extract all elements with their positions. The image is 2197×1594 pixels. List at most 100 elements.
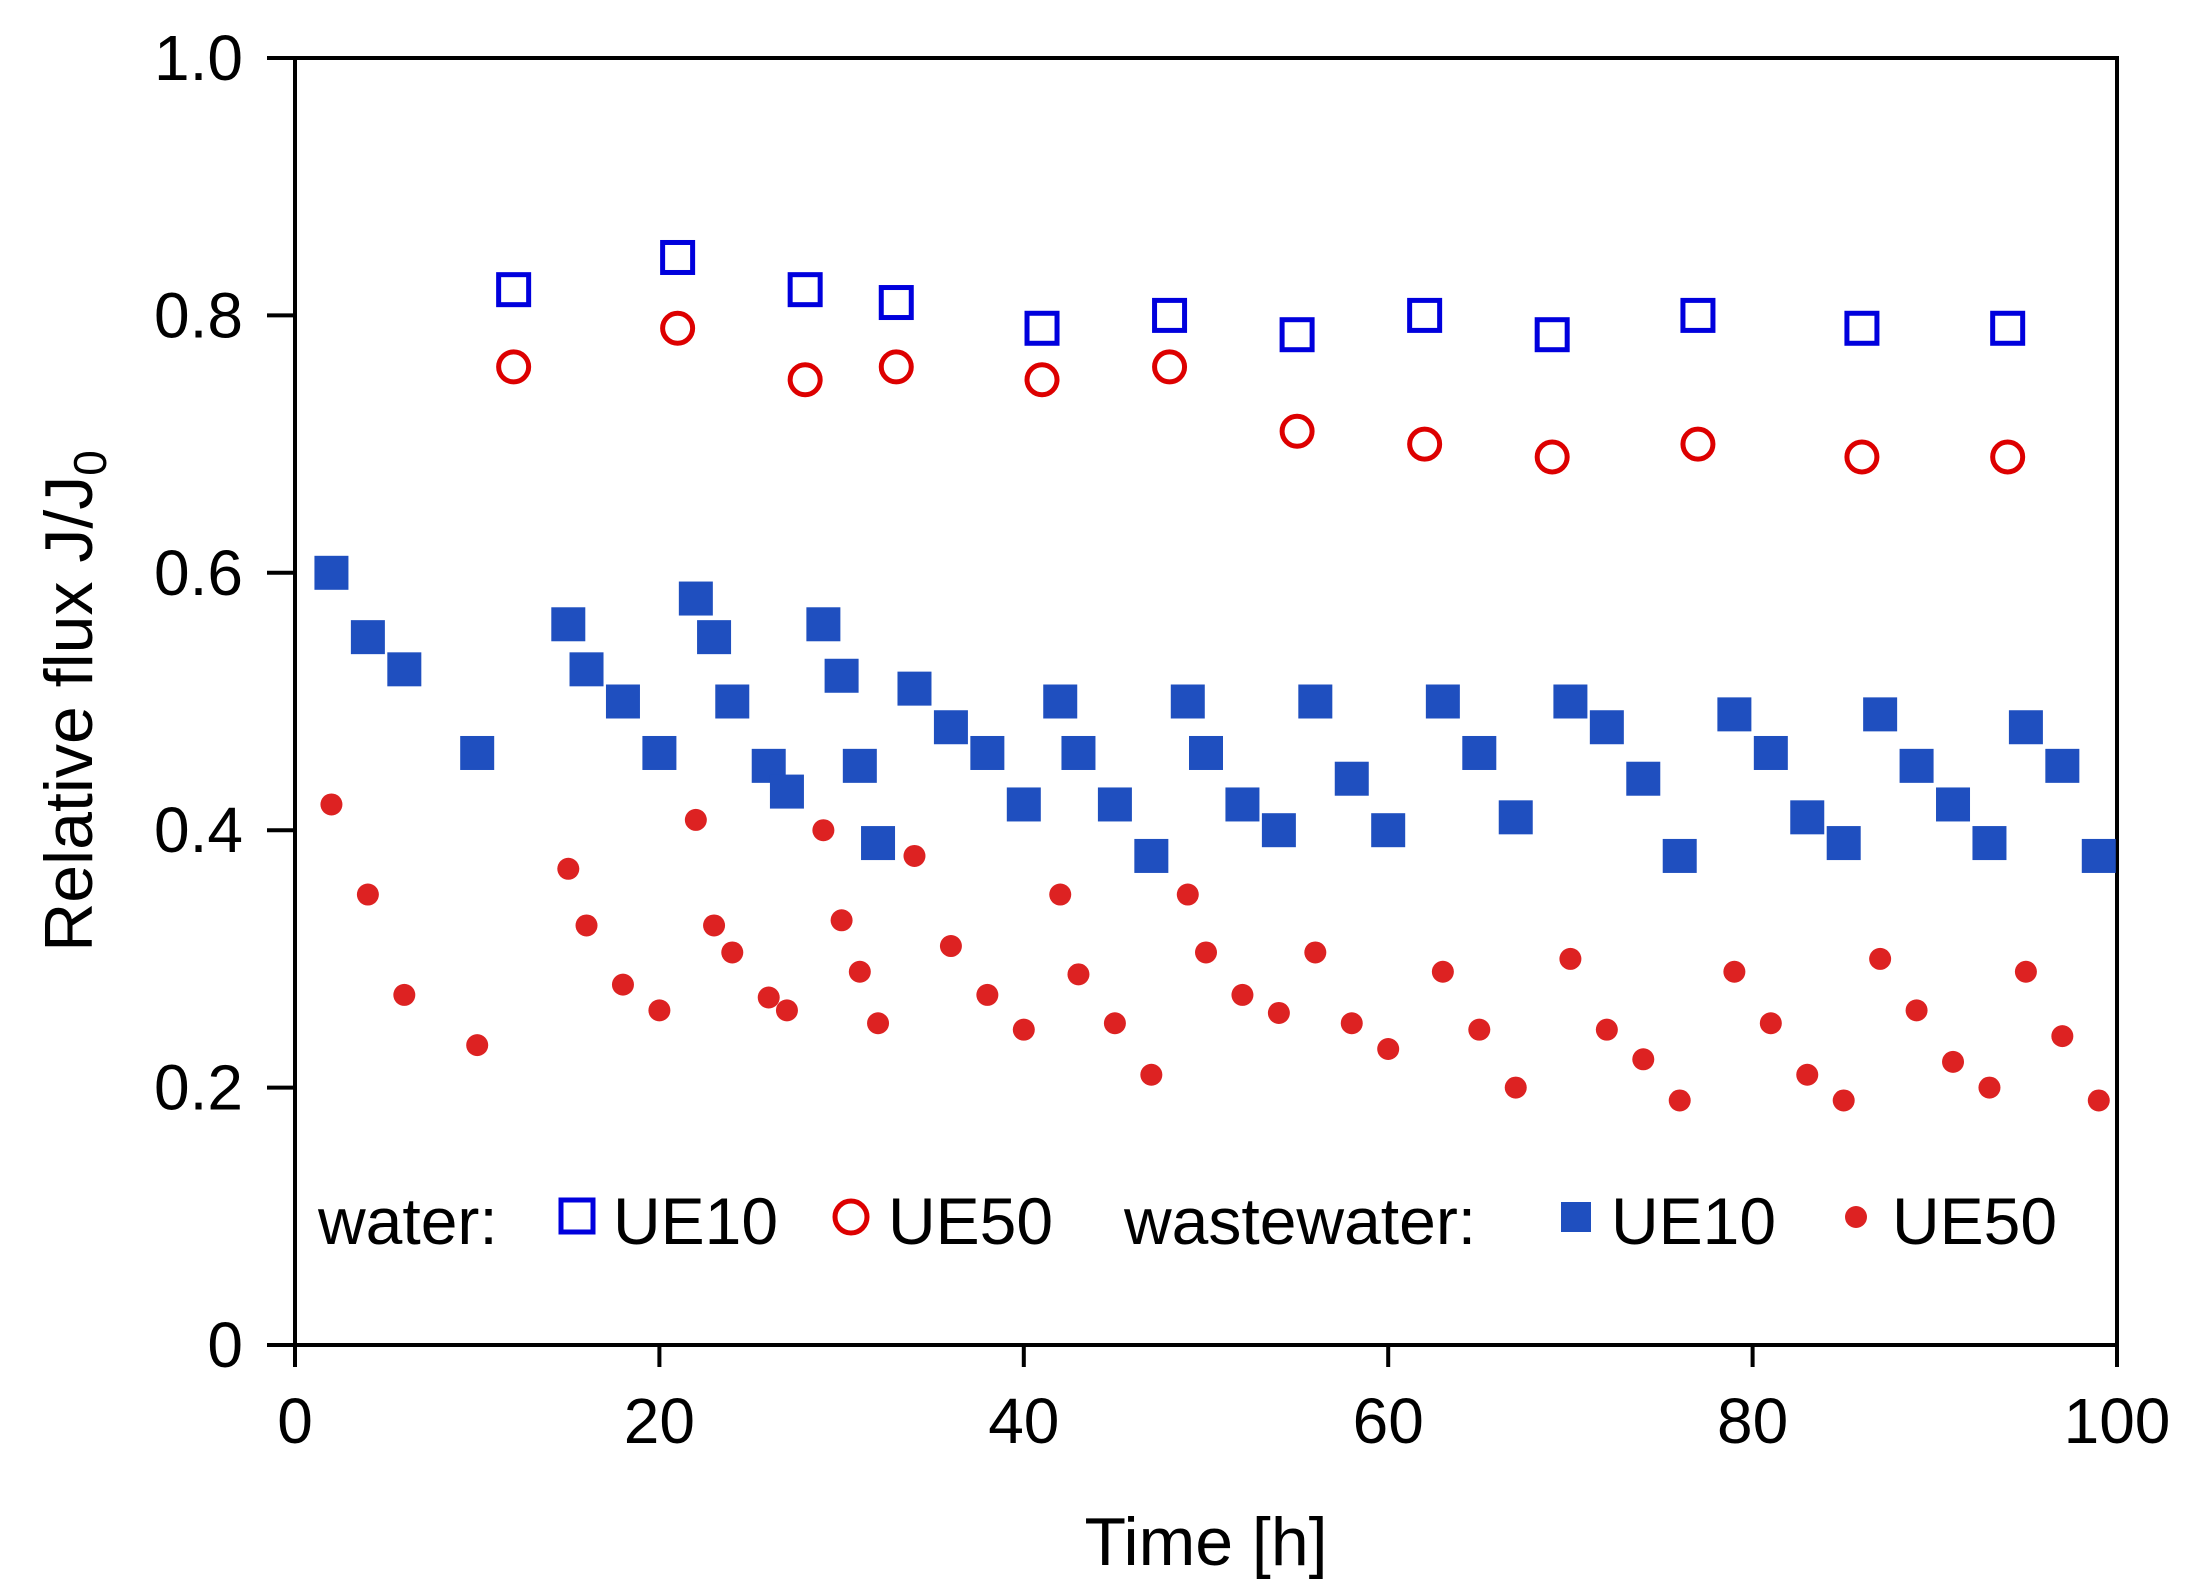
- data-point: [1626, 761, 1661, 796]
- data-point: [970, 735, 1005, 770]
- y-axis-title-subscript: 0: [64, 450, 116, 476]
- data-point: [1152, 349, 1188, 385]
- data-point: [1863, 697, 1898, 732]
- data-point: [460, 735, 495, 770]
- y-tick-label: 1.0: [154, 22, 243, 94]
- data-point: [1668, 1089, 1691, 1112]
- data-point: [1753, 735, 1788, 770]
- data-point: [1043, 684, 1078, 719]
- data-point: [2081, 838, 2116, 873]
- x-tick-label: 40: [988, 1385, 1059, 1457]
- data-point: [1662, 838, 1697, 873]
- data-point: [1340, 1012, 1363, 1035]
- data-point: [1972, 826, 2007, 861]
- y-tick-label: 0.8: [154, 279, 243, 351]
- data-point: [787, 362, 823, 398]
- data-point: [2014, 960, 2037, 983]
- data-point: [1632, 1048, 1655, 1071]
- x-axis: 0 20 40 60 80 100: [277, 1345, 2170, 1457]
- data-point: [1869, 947, 1892, 970]
- data-point: [1189, 735, 1223, 770]
- data-point: [1304, 941, 1327, 964]
- data-point: [1407, 426, 1443, 462]
- data-point: [314, 555, 349, 590]
- data-point: [1231, 983, 1254, 1006]
- data-point: [1067, 963, 1090, 986]
- data-point: [551, 607, 586, 642]
- y-tick-label: 0: [207, 1309, 243, 1381]
- data-point: [642, 735, 677, 770]
- data-point: [350, 620, 385, 655]
- series-wastewater-ue50: [320, 793, 2110, 1112]
- data-point: [867, 1012, 890, 1035]
- plot-frame: [293, 56, 2119, 1347]
- series-wastewater-ue10: [314, 555, 2116, 873]
- data-point: [1225, 787, 1260, 822]
- data-point: [1936, 787, 1971, 822]
- data-point: [1407, 297, 1443, 333]
- data-point: [1504, 1076, 1527, 1099]
- data-point: [1152, 297, 1188, 333]
- data-point: [1024, 362, 1060, 398]
- data-point: [769, 774, 804, 809]
- data-point: [787, 272, 823, 308]
- data-point: [605, 684, 640, 719]
- legend-wastewater-ue10-text: UE10: [1611, 1184, 1776, 1258]
- data-point: [575, 914, 598, 937]
- data-point: [393, 983, 416, 1006]
- data-point: [496, 272, 532, 308]
- data-point: [1534, 317, 1570, 353]
- data-point: [320, 793, 343, 816]
- legend-water-ue50-text: UE50: [888, 1184, 1053, 1258]
- data-point: [1832, 1089, 1855, 1112]
- legend: water: UE10 UE50 wastewater: UE10 UE50: [317, 1184, 2057, 1258]
- y-axis-title: Relative flux J/J0: [31, 450, 116, 952]
- data-point: [356, 883, 379, 906]
- data-point: [1134, 838, 1169, 873]
- data-point: [557, 857, 580, 880]
- data-point: [2051, 1025, 2074, 1048]
- data-point: [842, 748, 877, 783]
- data-point: [903, 844, 926, 867]
- data-point: [1534, 439, 1570, 475]
- x-tick-label: 100: [2064, 1385, 2171, 1457]
- y-tick-label: 0.2: [154, 1052, 243, 1124]
- legend-wastewater-ue50-marker: [1845, 1206, 1867, 1228]
- data-point: [1279, 413, 1315, 449]
- data-point: [1097, 787, 1132, 822]
- data-point: [897, 671, 932, 706]
- data-point: [1049, 883, 1072, 906]
- data-point: [1140, 1063, 1163, 1086]
- data-point: [1267, 1001, 1290, 1024]
- data-point: [824, 658, 859, 693]
- data-point: [775, 999, 798, 1022]
- data-point: [878, 285, 914, 321]
- data-point: [611, 973, 634, 996]
- data-point: [721, 941, 744, 964]
- data-point: [861, 826, 896, 861]
- data-point: [1176, 883, 1199, 906]
- data-point: [466, 1034, 489, 1057]
- data-point: [1170, 684, 1205, 719]
- data-point: [1468, 1018, 1491, 1041]
- data-point: [1899, 748, 1934, 783]
- data-point: [1462, 735, 1497, 770]
- data-point: [1595, 1018, 1618, 1041]
- data-point: [1279, 317, 1315, 353]
- legend-wastewater-ue10-marker: [1561, 1202, 1591, 1232]
- data-point: [496, 349, 532, 385]
- data-point: [1844, 310, 1880, 346]
- data-point: [1942, 1050, 1965, 1073]
- data-point: [1990, 310, 2026, 346]
- data-point: [1061, 735, 1096, 770]
- data-point: [1431, 960, 1454, 983]
- data-point: [387, 652, 422, 687]
- data-point: [1844, 439, 1880, 475]
- data-point: [1261, 813, 1296, 848]
- data-point: [660, 310, 696, 346]
- data-point: [812, 819, 835, 842]
- data-point: [678, 581, 713, 616]
- data-point: [715, 684, 750, 719]
- y-tick-label: 0.4: [154, 794, 243, 866]
- data-point: [684, 808, 707, 831]
